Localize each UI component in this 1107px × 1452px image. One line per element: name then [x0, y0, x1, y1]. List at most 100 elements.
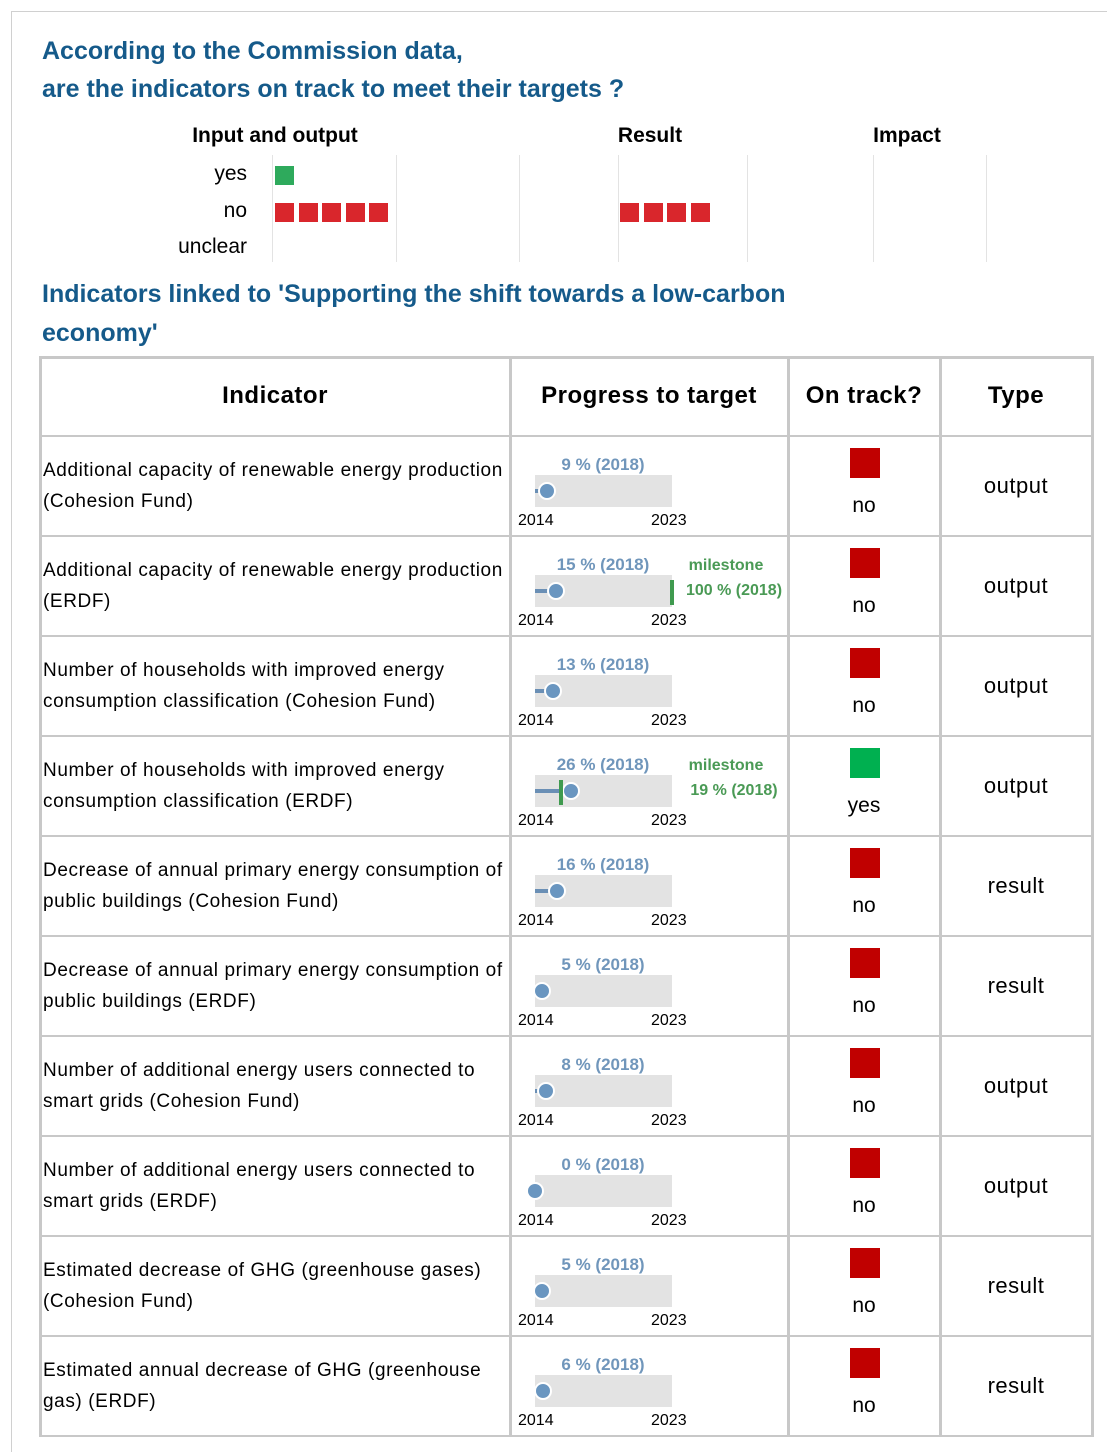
divider — [747, 155, 748, 262]
indicator: Decrease of annual primary energy consum… — [43, 937, 511, 1035]
table-border — [39, 1235, 1094, 1237]
divider — [873, 155, 874, 262]
indicator-text: Estimated annual decrease of GHG (greenh… — [43, 1360, 482, 1412]
type: result — [987, 1373, 1045, 1398]
year-start: 2014 — [518, 612, 554, 629]
progress-track — [535, 1375, 672, 1407]
indicator-text: Number of additional energy users connec… — [43, 1160, 476, 1212]
progress-dot — [532, 1282, 551, 1300]
track-square — [850, 448, 880, 478]
progress-dot — [536, 1082, 555, 1100]
indicator: Additional capacity of renewable energy … — [43, 437, 511, 535]
indicator-text: Number of additional energy users connec… — [43, 1060, 476, 1112]
frame-left — [11, 11, 12, 1452]
milestone-value: 19 % (2018) — [690, 782, 778, 799]
year-end: 2023 — [651, 1012, 687, 1029]
table-header: Type — [987, 382, 1045, 409]
track-square — [850, 1048, 880, 1078]
year-end: 2023 — [651, 512, 687, 529]
table-header: Progress to target — [541, 382, 757, 409]
column-header: Input and output — [192, 124, 358, 147]
progress-track — [535, 475, 672, 507]
progress-bar — [535, 889, 557, 893]
type: output — [983, 1173, 1049, 1198]
table-border — [39, 935, 1094, 937]
divider — [396, 155, 397, 262]
progress-track — [535, 975, 672, 1007]
milestone-value: 100 % (2018) — [685, 582, 783, 599]
progress-bar — [535, 589, 556, 593]
count-square — [275, 166, 294, 185]
count-square — [369, 203, 389, 222]
milestone-label: milestone — [688, 557, 764, 574]
row-label: unclear — [178, 235, 247, 258]
count-square — [643, 203, 663, 222]
section-title: Indicators linked to 'Supporting the shi… — [42, 280, 786, 347]
year-start: 2014 — [518, 1212, 554, 1229]
on-track: no — [852, 894, 876, 917]
indicator-text: Decrease of annual primary energy consum… — [43, 960, 503, 1012]
progress-dot — [526, 1182, 544, 1200]
progress-label: 5 % (2018) — [561, 955, 645, 974]
table-border — [939, 356, 942, 1437]
table-border — [1091, 356, 1094, 1437]
table-border — [39, 835, 1094, 837]
progress-dot — [534, 1382, 553, 1400]
year-end: 2023 — [651, 612, 687, 629]
progress-dot — [532, 982, 551, 1000]
indicator-text: Additional capacity of renewable energy … — [43, 460, 503, 512]
divider — [272, 155, 273, 262]
year-end: 2023 — [651, 1212, 687, 1229]
title-line: According to the Commission data, — [42, 37, 463, 65]
count-square — [298, 203, 318, 222]
year-end: 2023 — [651, 812, 687, 829]
row-label: no — [223, 199, 247, 222]
progress-track — [535, 1175, 672, 1207]
table-border — [39, 356, 1094, 359]
count-square — [667, 203, 687, 222]
on-track: no — [852, 1294, 876, 1317]
progress-dot — [543, 682, 562, 700]
on-track: no — [852, 1194, 876, 1217]
track-square — [850, 948, 880, 978]
progress-label: 13 % (2018) — [556, 655, 650, 674]
table-border — [509, 356, 512, 1437]
type: output — [983, 1073, 1049, 1098]
indicator: Estimated decrease of GHG (greenhouse ga… — [43, 1237, 511, 1335]
on-track: no — [852, 494, 876, 517]
type: result — [987, 1273, 1045, 1298]
progress-label: 8 % (2018) — [561, 1055, 645, 1074]
table-border — [39, 435, 1094, 437]
progress-label: 0 % (2018) — [561, 1155, 645, 1174]
year-end: 2023 — [651, 1412, 687, 1429]
divider — [986, 155, 987, 262]
indicator: Number of households with improved energ… — [43, 737, 511, 835]
progress-track — [535, 1075, 672, 1107]
indicator-text: Number of households with improved energ… — [43, 660, 445, 712]
divider — [519, 155, 520, 262]
year-start: 2014 — [518, 1112, 554, 1129]
type: output — [983, 573, 1049, 598]
count-square — [275, 203, 294, 222]
column-header: Result — [617, 124, 683, 147]
track-square — [850, 848, 880, 878]
count-square — [322, 203, 342, 222]
year-start: 2014 — [518, 1412, 554, 1429]
on-track: no — [852, 1394, 876, 1417]
milestone-label: milestone — [688, 757, 764, 774]
year-start: 2014 — [518, 1312, 554, 1329]
on-track: no — [852, 1094, 876, 1117]
on-track: no — [852, 994, 876, 1017]
indicator: Number of additional energy users connec… — [43, 1037, 511, 1135]
year-end: 2023 — [651, 912, 687, 929]
indicator-text: Number of households with improved energ… — [43, 760, 445, 812]
progress-label: 6 % (2018) — [561, 1355, 645, 1374]
table-border — [39, 635, 1094, 637]
table-border — [39, 1135, 1094, 1137]
frame-top — [11, 11, 1107, 12]
table-header: On track? — [805, 382, 923, 409]
on-track: no — [852, 594, 876, 617]
indicator: Estimated annual decrease of GHG (greenh… — [43, 1337, 511, 1435]
indicator-text: Additional capacity of renewable energy … — [43, 560, 503, 612]
